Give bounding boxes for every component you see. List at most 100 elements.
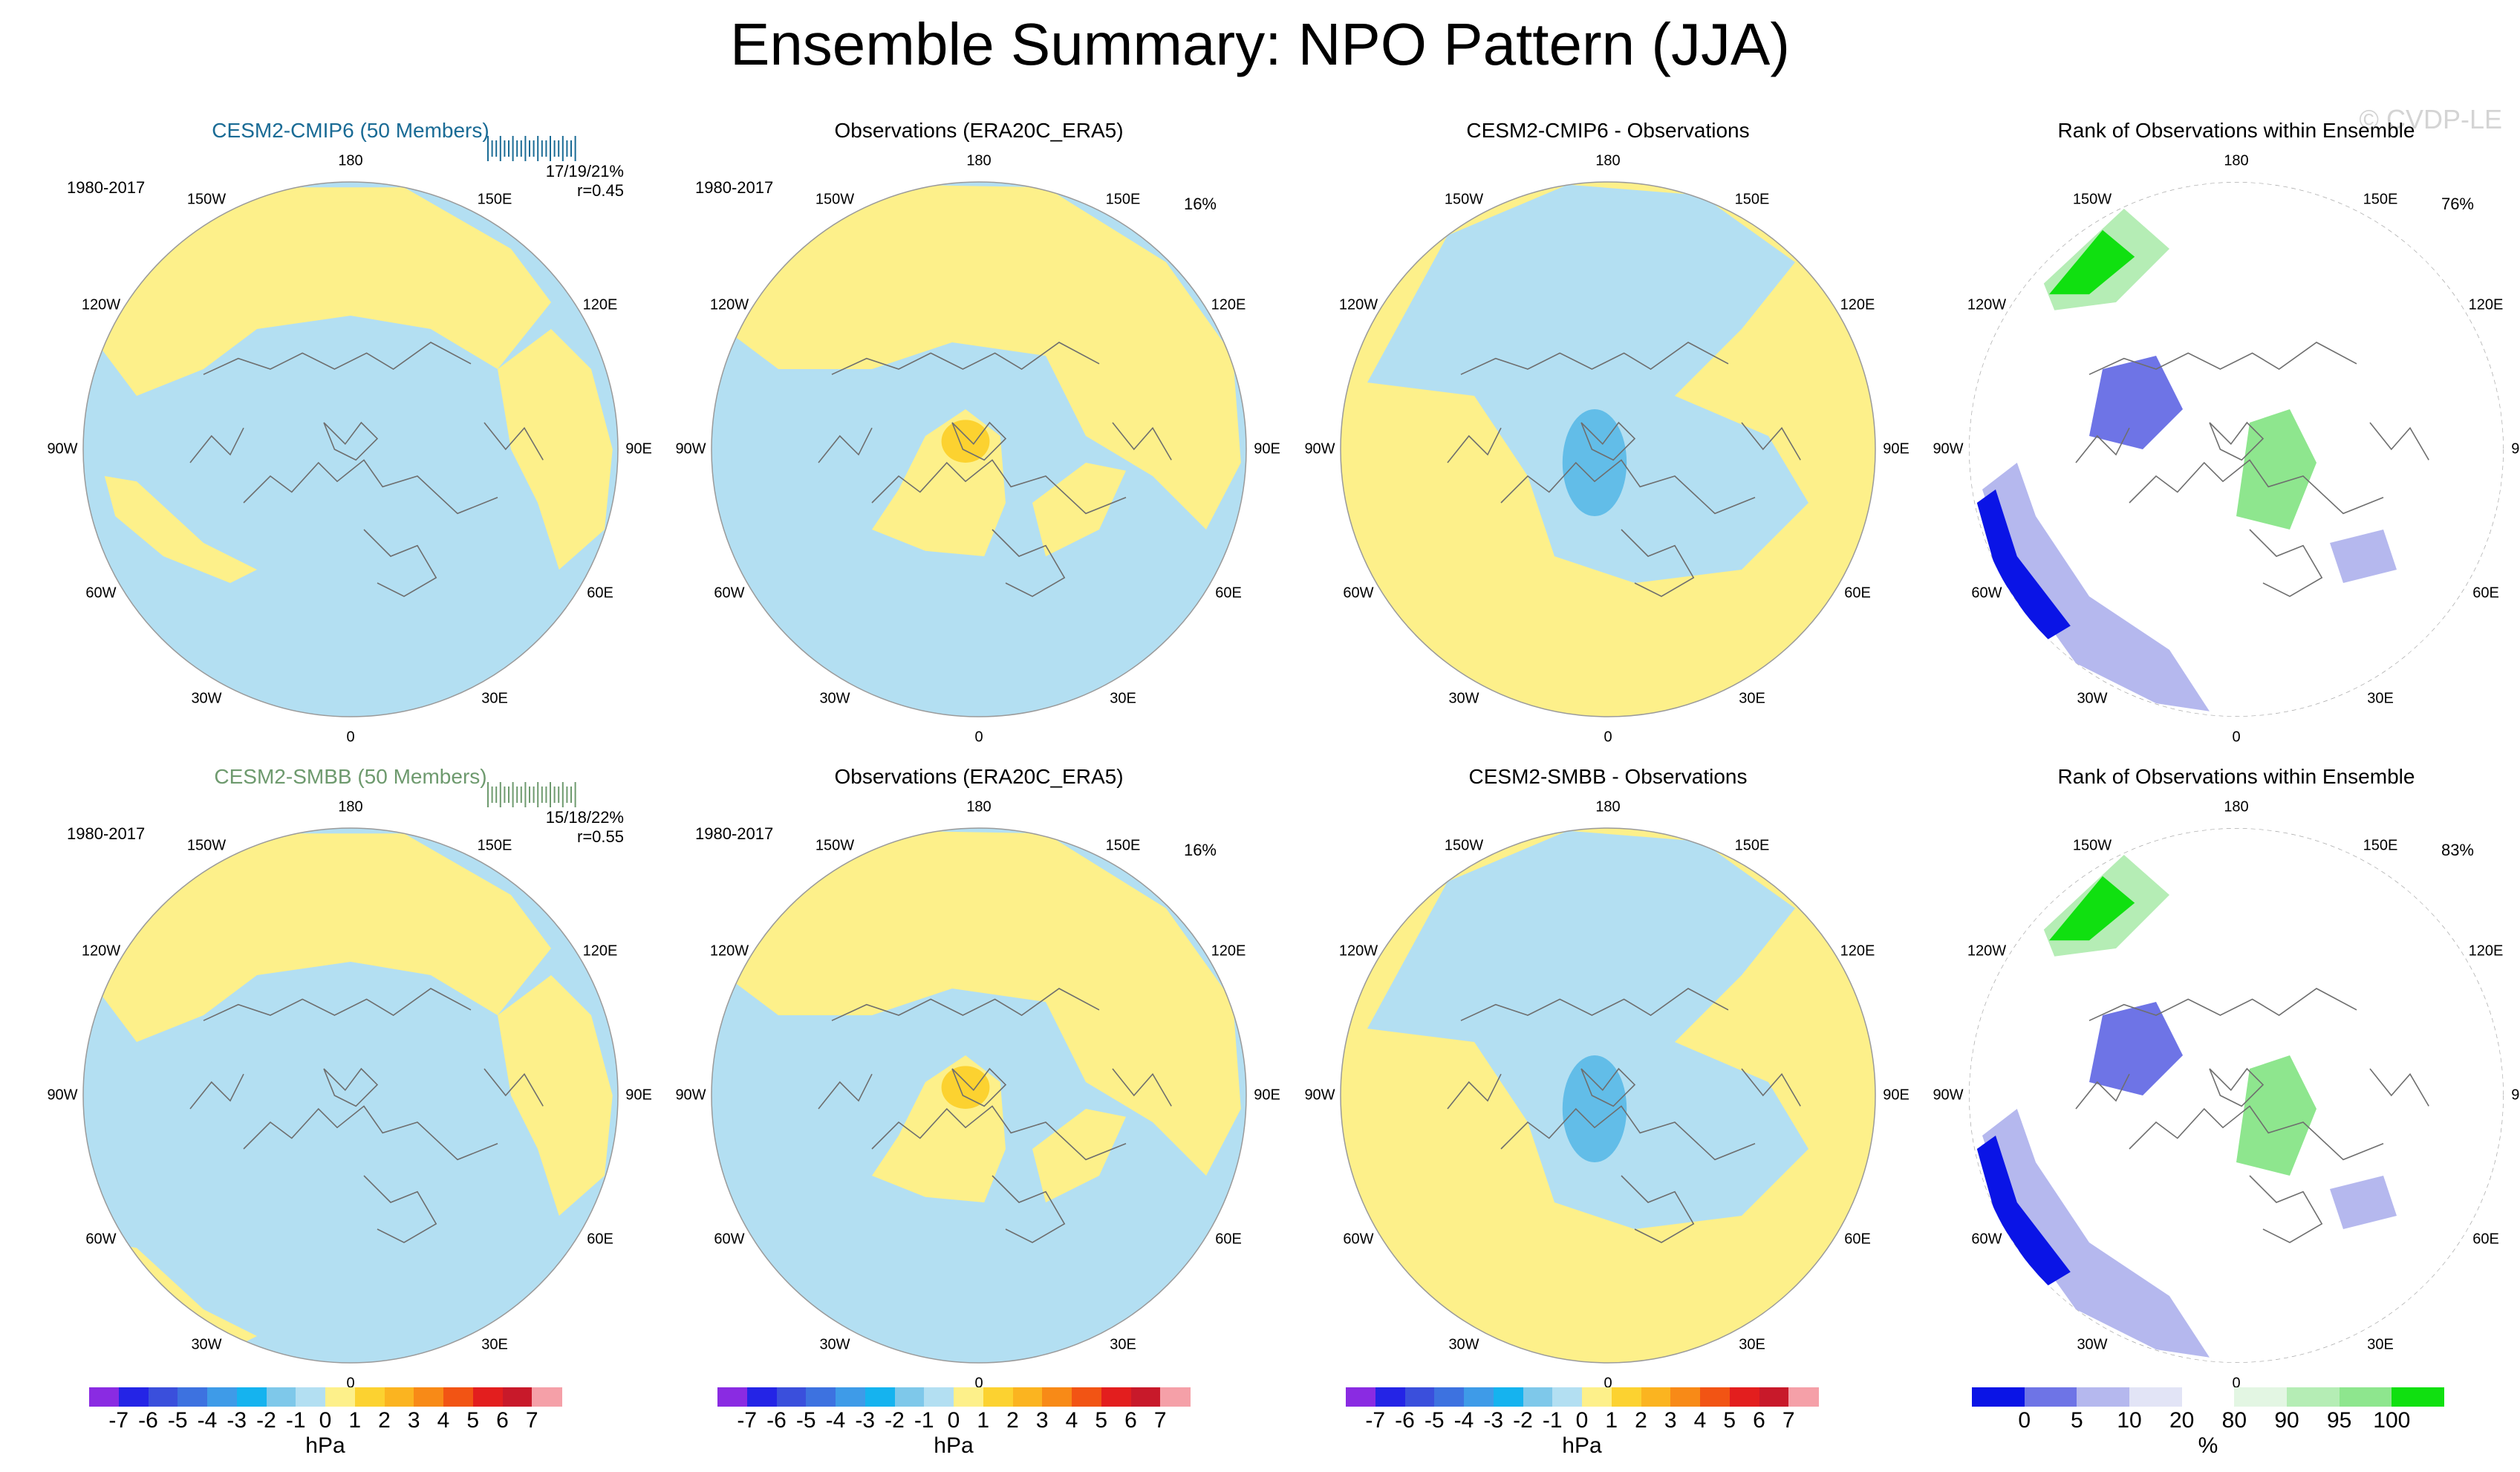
colorbar-tick-label: 6	[1124, 1408, 1137, 1433]
longitude-label: 150E	[1734, 191, 1770, 208]
coastline	[1741, 1068, 1801, 1107]
colorbar-tick-label: 5	[1723, 1408, 1736, 1433]
colorbar-swatch	[1493, 1387, 1523, 1407]
longitude-label: 90E	[1254, 1087, 1280, 1104]
longitude-label: 30E	[1739, 1336, 1765, 1353]
coastline	[2075, 1073, 2130, 1110]
colorbar-swatch	[472, 1387, 503, 1407]
longitude-label: 180	[966, 798, 992, 815]
colorbar-swatch	[2024, 1387, 2077, 1407]
colorbar-tick-label: 6	[1753, 1408, 1765, 1433]
longitude-label: 30W	[819, 690, 850, 707]
longitude-label: 30W	[2077, 1336, 2108, 1353]
longitude-label: 90E	[625, 1087, 652, 1104]
colorbar-tick-label: -1	[914, 1408, 934, 1433]
colorbar-tick-label: 4	[1693, 1408, 1707, 1433]
colorbar-swatch	[776, 1387, 807, 1407]
colorbar-swatch	[2234, 1387, 2288, 1407]
colorbar-swatch	[1012, 1387, 1043, 1407]
coastline	[484, 1068, 544, 1107]
polar-map	[1340, 827, 1876, 1364]
map-border	[1340, 827, 1876, 1364]
positive-core	[941, 420, 990, 463]
colorbar-tick-label: -3	[855, 1408, 876, 1433]
coastline	[243, 1105, 498, 1161]
longitude-label: 90W	[675, 1087, 706, 1104]
colorbar-swatch	[148, 1387, 178, 1407]
longitude-label: 180	[338, 798, 363, 815]
longitude-label: 60W	[85, 1231, 117, 1248]
colorbar-tick-label: 3	[1035, 1408, 1049, 1433]
colorbar-tick-label: 6	[496, 1408, 509, 1433]
colorbar-swatch	[836, 1387, 866, 1407]
colorbar-swatch	[1552, 1387, 1583, 1407]
coastline	[484, 422, 544, 460]
colorbar-tick-label: 1	[1605, 1408, 1618, 1433]
colorbar-tick-label: -5	[1424, 1408, 1445, 1433]
longitude-label: 60W	[1343, 584, 1374, 602]
colorbar-swatch	[806, 1387, 836, 1407]
longitude-label: 0	[2232, 1375, 2241, 1392]
longitude-label: 90W	[47, 440, 78, 457]
longitude-label: 180	[2224, 798, 2249, 815]
coastline	[951, 421, 1007, 461]
longitude-label: 150E	[1734, 837, 1770, 854]
coastline	[1621, 1175, 1695, 1243]
longitude-label: 90E	[2511, 1087, 2520, 1104]
longitude-label: 150W	[1444, 191, 1484, 208]
coastline	[323, 1067, 379, 1107]
colorbar-tick-label: -7	[1365, 1408, 1386, 1433]
colorbar-tick-label: 0	[2018, 1408, 2031, 1433]
longitude-label: 120W	[709, 942, 749, 960]
longitude-label: 120W	[709, 296, 749, 313]
variance-percent: 16%	[1183, 195, 1217, 213]
watermark: © CVDP-LE	[2359, 104, 2502, 134]
longitude-label: 120W	[81, 296, 121, 313]
longitude-label: 60E	[1215, 584, 1242, 602]
positive-region-pacific	[725, 830, 1241, 1176]
panel-title: Observations (ERA20C_ERA5)	[834, 119, 1124, 142]
longitude-label: 30E	[1110, 1336, 1136, 1353]
colorbar-swatch	[532, 1387, 562, 1407]
colorbar-tick-label: 0	[947, 1408, 960, 1433]
coastline	[818, 1073, 873, 1110]
longitude-label: 60E	[1844, 584, 1871, 602]
positive-region-atlantic	[104, 476, 257, 583]
colorbar-swatch	[1404, 1387, 1435, 1407]
colorbar-swatch	[1160, 1387, 1191, 1407]
negative-region	[1367, 830, 1808, 1229]
coastline	[871, 1105, 1127, 1161]
longitude-label: 90W	[1304, 440, 1335, 457]
colorbar-tick-label: -7	[108, 1408, 129, 1433]
longitude-label: 30W	[191, 1336, 222, 1353]
coastline	[203, 988, 472, 1021]
colorbar-swatch	[1042, 1387, 1072, 1407]
longitude-label: 30E	[2367, 690, 2394, 707]
colorbar-swatch	[746, 1387, 777, 1407]
map-panel: 180 150E 120E 90E 60E 30E 0 30W 60W 90W 120W 150W Ob…	[675, 119, 1280, 746]
coastline	[871, 459, 1127, 515]
ensemble-spread-ticks	[487, 136, 576, 161]
colorbar-tick-label: -1	[1542, 1408, 1563, 1433]
map-border	[82, 827, 619, 1364]
colorbar-swatch	[1523, 1387, 1553, 1407]
polar-map	[82, 136, 619, 717]
colorbar-swatch	[1641, 1387, 1671, 1407]
colorbar-swatch	[354, 1387, 385, 1407]
coastline	[323, 421, 379, 461]
colorbar-swatch	[1375, 1387, 1405, 1407]
coastline	[2075, 427, 2130, 463]
coastline	[1580, 421, 1636, 461]
positive-region-asia	[498, 329, 613, 570]
longitude-label: 60E	[1844, 1231, 1871, 1248]
colorbar-swatch	[443, 1387, 474, 1407]
map-border	[1340, 181, 1876, 717]
colorbar-tick-label: 7	[1782, 1408, 1795, 1433]
panel-title: Rank of Observations within Ensemble	[2057, 119, 2415, 142]
coastline	[2249, 1175, 2323, 1243]
colorbar-tick-label: -3	[227, 1408, 247, 1433]
colorbar-swatch	[414, 1387, 444, 1407]
longitude-label: 60E	[2472, 584, 2499, 602]
colorbar-tick-label: -6	[766, 1408, 787, 1433]
longitude-label: 60W	[714, 1231, 745, 1248]
